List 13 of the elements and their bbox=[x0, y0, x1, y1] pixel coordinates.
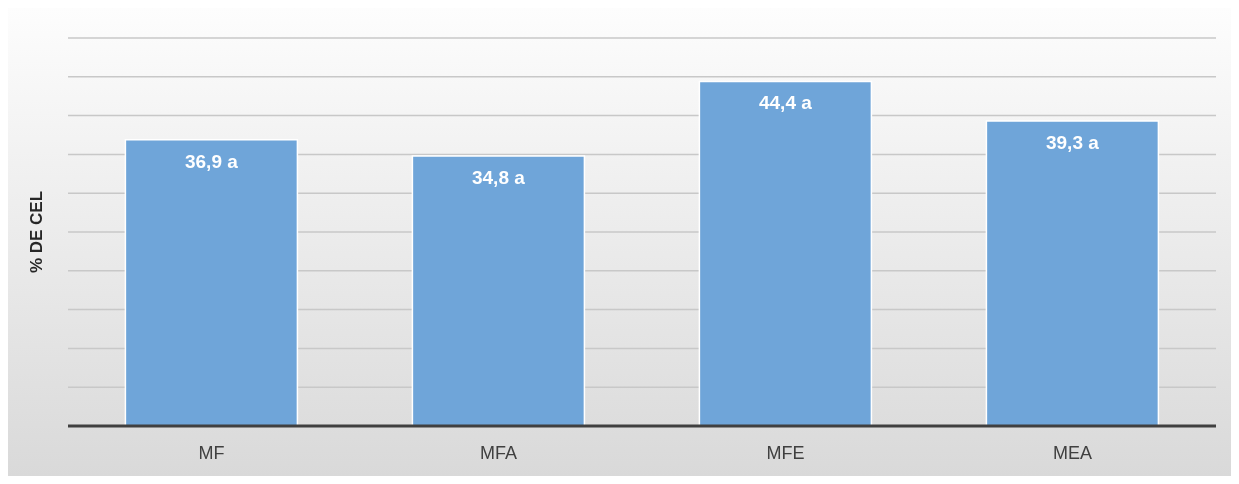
data-label: 44,4 a bbox=[758, 92, 813, 114]
x-tick-label: MEA bbox=[1052, 442, 1093, 463]
bar bbox=[411, 155, 586, 426]
x-tick-label: MF bbox=[198, 442, 225, 463]
y-axis-title: % DE CEL bbox=[27, 190, 47, 274]
bar bbox=[698, 80, 873, 426]
data-label: 39,3 a bbox=[1045, 132, 1100, 154]
x-tick-label: MFE bbox=[766, 442, 805, 463]
bar bbox=[985, 120, 1160, 426]
data-label: 34,8 a bbox=[471, 166, 526, 188]
bar bbox=[124, 138, 299, 426]
data-label: 36,9 a bbox=[184, 150, 239, 172]
x-tick-label: MFA bbox=[479, 442, 518, 463]
